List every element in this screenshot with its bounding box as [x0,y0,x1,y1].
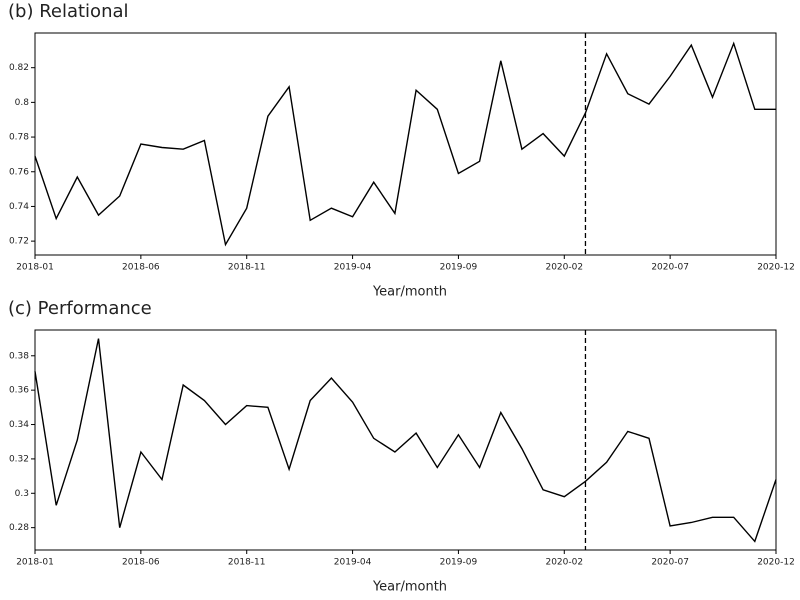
y-tick-label: 0.74 [9,202,29,212]
x-tick-label: 2020-07 [651,263,689,273]
x-tick-label: 2020-12 [757,558,795,568]
chart-title: (b) Relational [8,1,129,22]
y-tick-label: 0.82 [9,63,29,73]
x-tick-label: 2018-11 [228,263,266,273]
data-line [34,41,776,247]
x-tick-label: 2020-12 [757,263,795,273]
x-tick-label: 2018-06 [122,558,160,568]
y-tick-label: 0.38 [9,351,29,361]
x-tick-label: 2020-02 [545,263,583,273]
y-tick-label: 0.28 [9,523,29,533]
data-line [34,338,777,543]
y-tick-label: 0.8 [15,98,30,108]
y-tick-label: 0.72 [9,237,29,247]
y-tick-label: 0.36 [9,386,29,396]
x-tick-label: 2019-09 [440,558,478,568]
x-tick-label: 2018-06 [122,263,160,273]
plot-frame [34,329,777,551]
y-tick-label: 0.78 [9,133,29,143]
y-tick-label: 0.34 [9,420,29,430]
x-tick-label: 2020-07 [651,558,689,568]
x-tick-label: 2019-04 [334,558,372,568]
chart-title: (c) Performance [8,298,152,319]
x-axis-label: Year/month [372,580,447,595]
x-tick-label: 2020-02 [545,558,583,568]
x-tick-label: 2019-04 [334,263,372,273]
y-tick-label: 0.76 [9,167,29,177]
y-tick-label: 0.3 [15,489,29,499]
y-tick-label: 0.32 [9,454,29,464]
x-axis-label: Year/month [372,285,447,300]
x-tick-label: 2018-11 [228,558,266,568]
x-tick-label: 2018-01 [16,558,54,568]
x-tick-label: 2018-01 [16,263,54,273]
plot-frame [34,32,777,256]
x-tick-label: 2019-09 [440,263,478,273]
